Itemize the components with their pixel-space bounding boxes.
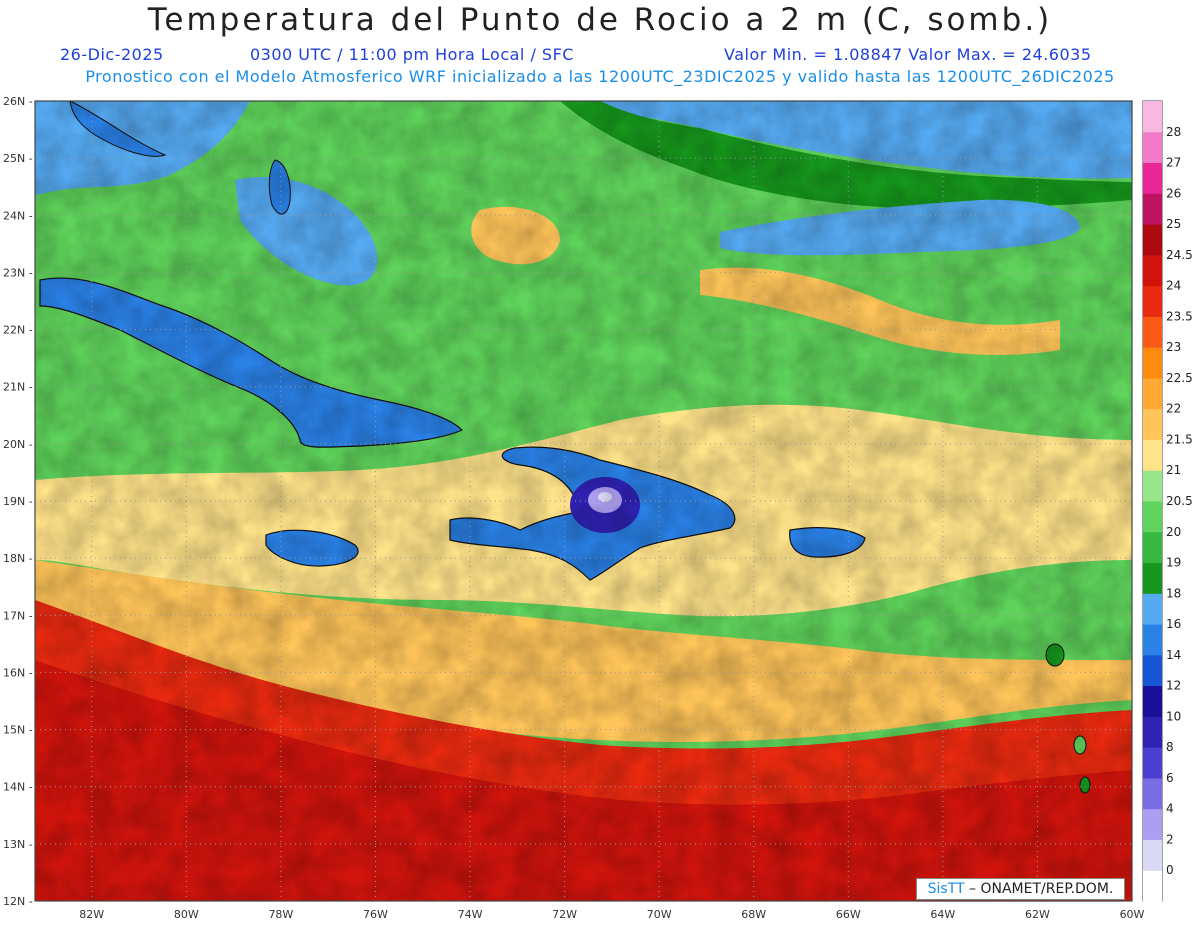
lon-label: 70W bbox=[647, 908, 672, 921]
colorbar-cell bbox=[1143, 685, 1162, 717]
colorbar-label: 24.5 bbox=[1166, 248, 1193, 262]
colorbar-cell bbox=[1143, 285, 1162, 317]
lat-label: 14N - bbox=[3, 781, 33, 794]
colorbar-label: 27 bbox=[1166, 156, 1181, 170]
colorbar-cell bbox=[1143, 531, 1162, 564]
colorbar-cell bbox=[1143, 593, 1162, 625]
colorbar-label: 28 bbox=[1166, 125, 1181, 139]
lat-label: 23N - bbox=[3, 266, 33, 279]
lon-label: 80W bbox=[174, 908, 199, 921]
lat-labels: 26N - 25N - 24N - 23N - 22N - 21N - 20N - 19N -… bbox=[3, 95, 33, 908]
colorbar-label: 24 bbox=[1166, 279, 1181, 293]
lat-label: 21N - bbox=[3, 381, 33, 394]
colorbar-label: 14 bbox=[1166, 648, 1181, 662]
colorbar-label: 10 bbox=[1166, 709, 1181, 723]
colorbar-cell bbox=[1143, 131, 1162, 164]
colorbar-cell bbox=[1143, 562, 1162, 594]
colorbar-label: 12 bbox=[1166, 679, 1181, 693]
colorbar-cell bbox=[1143, 870, 1162, 902]
colorbar-label: 20 bbox=[1166, 525, 1181, 539]
lon-label: 76W bbox=[363, 908, 388, 921]
colorbar-cell bbox=[1143, 162, 1162, 194]
credit-box: SisTT – ONAMET/REP.DOM. bbox=[916, 878, 1125, 900]
lon-label: 64W bbox=[930, 908, 955, 921]
colorbar-label: 6 bbox=[1166, 771, 1174, 785]
colorbar-cell bbox=[1143, 224, 1162, 256]
lat-label: 20N - bbox=[3, 438, 33, 451]
colorbar-cell bbox=[1143, 470, 1162, 502]
forecast-date: 26-Dic-2025 bbox=[60, 45, 164, 64]
lon-label: 68W bbox=[741, 908, 766, 921]
map-title: Temperatura del Punto de Rocio a 2 m (C,… bbox=[147, 2, 1053, 38]
colorbar-cell bbox=[1143, 747, 1162, 779]
lat-label: 22N - bbox=[3, 324, 33, 337]
lon-label: 66W bbox=[836, 908, 861, 921]
colorbar-cell bbox=[1143, 716, 1162, 748]
lon-label: 62W bbox=[1025, 908, 1050, 921]
colorbar-cell bbox=[1143, 624, 1162, 656]
lon-label: 72W bbox=[552, 908, 577, 921]
colorbar-label: 0 bbox=[1166, 863, 1174, 877]
colorbar-cell bbox=[1143, 839, 1162, 871]
lon-labels: 82W 80W 78W 76W 74W 72W 70W 68W 66W 64W 62W 60W bbox=[79, 908, 1144, 921]
model-info: Pronostico con el Modelo Atmosferico WRF… bbox=[85, 67, 1115, 86]
colorbar-label: 26 bbox=[1166, 186, 1181, 200]
lat-label: 18N - bbox=[3, 552, 33, 565]
lon-label: 60W bbox=[1120, 908, 1145, 921]
colorbar-cell bbox=[1143, 808, 1162, 840]
credit-text: – ONAMET/REP.DOM. bbox=[969, 881, 1114, 897]
colorbar-cell bbox=[1143, 501, 1162, 533]
credit-brand: SisTT bbox=[927, 881, 965, 897]
colorbar-cell bbox=[1143, 316, 1162, 348]
lat-label: 19N - bbox=[3, 495, 33, 508]
min-max-values: Valor Min. = 1.08847 Valor Max. = 24.603… bbox=[724, 45, 1092, 64]
lon-label: 74W bbox=[458, 908, 483, 921]
colorbar-label: 23.5 bbox=[1166, 309, 1193, 323]
lat-label: 17N - bbox=[3, 609, 33, 622]
map-border bbox=[34, 100, 1133, 902]
lon-label: 82W bbox=[79, 908, 104, 921]
colorbar-label: 4 bbox=[1166, 802, 1174, 816]
colorbar-cell bbox=[1143, 777, 1162, 810]
colorbar-label: 2 bbox=[1166, 832, 1174, 846]
colorbar-label: 22 bbox=[1166, 402, 1181, 416]
colorbar-label: 25 bbox=[1166, 217, 1181, 231]
lat-label: 25N - bbox=[3, 152, 33, 165]
colorbar-label: 8 bbox=[1166, 740, 1174, 754]
colorbar-label: 21 bbox=[1166, 463, 1181, 477]
colorbar-label: 16 bbox=[1166, 617, 1181, 631]
lat-label: 12N - bbox=[3, 895, 33, 908]
colorbar-label: 20.5 bbox=[1166, 494, 1193, 508]
lat-label: 15N - bbox=[3, 724, 33, 737]
colorbar-cell bbox=[1143, 193, 1162, 225]
lon-label: 78W bbox=[268, 908, 293, 921]
field-texture bbox=[35, 101, 1132, 901]
lat-label: 13N - bbox=[3, 838, 33, 851]
colorbar-cell bbox=[1143, 408, 1162, 440]
colorbar-cell bbox=[1143, 377, 1162, 410]
colorbar-cell bbox=[1143, 101, 1162, 133]
colorbar-label: 23 bbox=[1166, 340, 1181, 354]
lat-label: 24N - bbox=[3, 209, 33, 222]
forecast-time: 0300 UTC / 11:00 pm Hora Local / SFC bbox=[250, 45, 574, 64]
colorbar-label: 18 bbox=[1166, 586, 1181, 600]
colorbar-cell bbox=[1143, 347, 1162, 379]
lat-label: 16N - bbox=[3, 666, 33, 679]
colorbar-label: 22.5 bbox=[1166, 371, 1193, 385]
colorbar-label: 21.5 bbox=[1166, 432, 1193, 446]
colorbar-cell bbox=[1143, 654, 1162, 687]
colorbar-cell bbox=[1143, 254, 1162, 287]
colorbar-cell bbox=[1143, 439, 1162, 471]
lat-label: 26N - bbox=[3, 95, 33, 108]
colorbar-label: 19 bbox=[1166, 556, 1181, 570]
